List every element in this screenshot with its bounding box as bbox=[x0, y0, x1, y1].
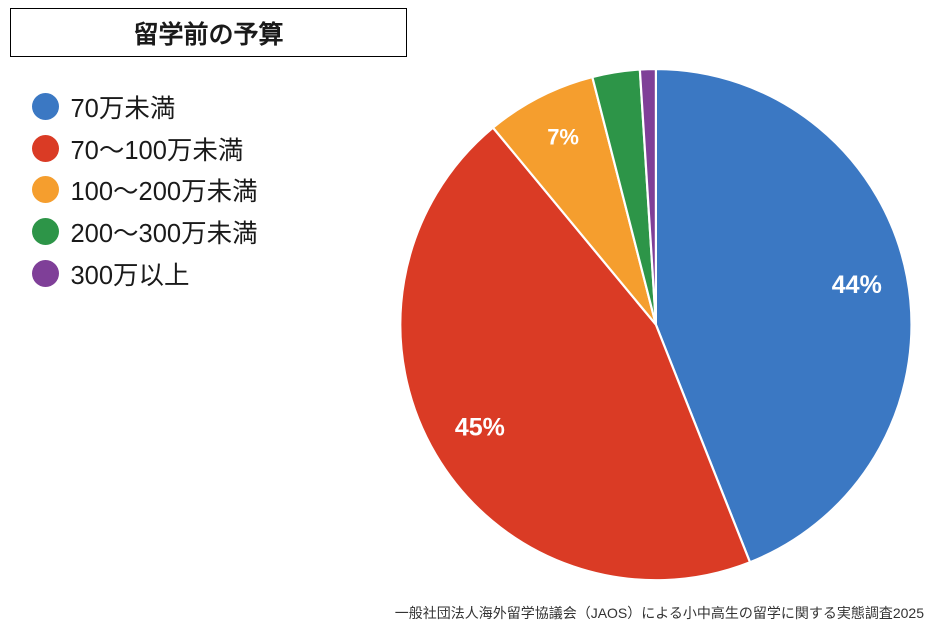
svg-text:44%: 44% bbox=[832, 271, 882, 299]
svg-text:7%: 7% bbox=[547, 124, 579, 149]
svg-text:45%: 45% bbox=[455, 413, 505, 441]
